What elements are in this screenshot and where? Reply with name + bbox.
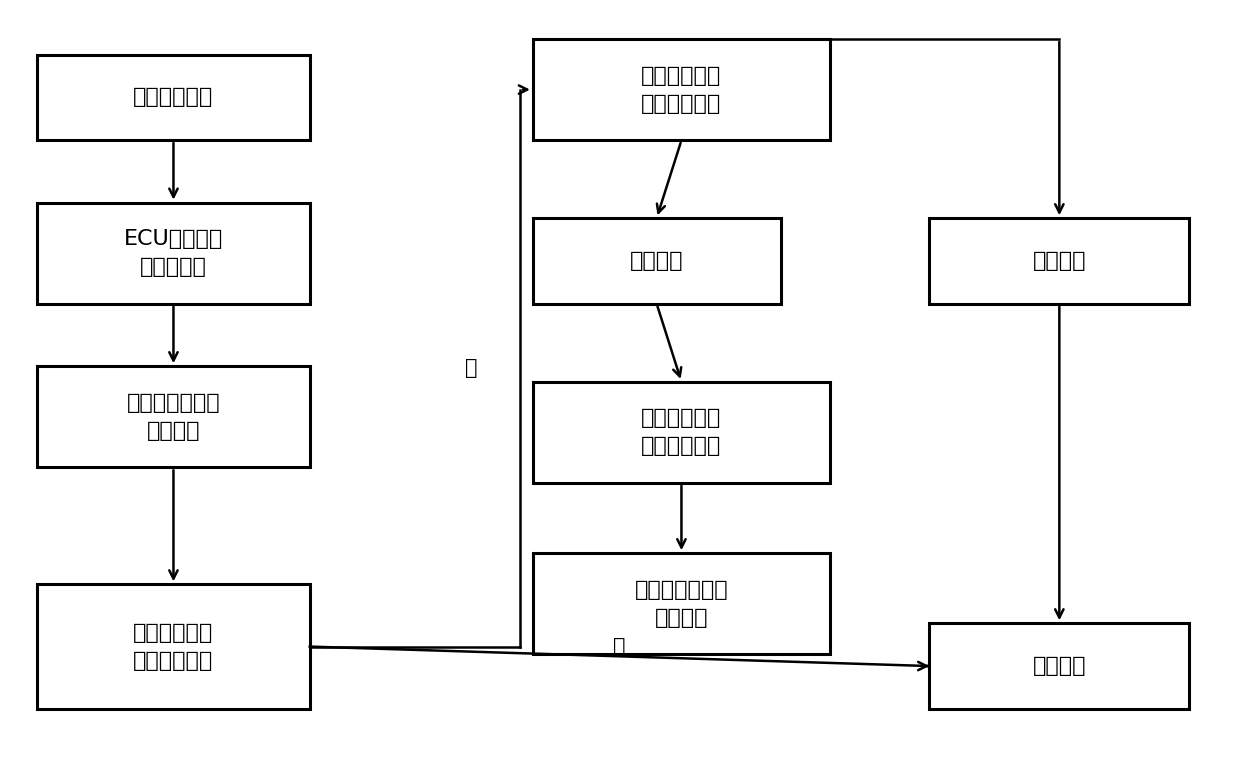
Text: 判断薄膜传感
器，有无阻力: 判断薄膜传感 器，有无阻力 bbox=[134, 622, 213, 671]
Bar bbox=[533, 218, 781, 304]
Text: 电机正向转动，
车窗上升: 电机正向转动， 车窗上升 bbox=[126, 393, 221, 441]
Text: 判断位置传感
器，车窗位置: 判断位置传感 器，车窗位置 bbox=[642, 65, 721, 114]
Bar bbox=[37, 55, 310, 140]
Bar bbox=[37, 584, 310, 709]
Text: 控制器控制反
向继电器闭合: 控制器控制反 向继电器闭合 bbox=[642, 408, 721, 456]
Text: 已到顶点: 已到顶点 bbox=[1032, 251, 1087, 271]
Text: 未到顶点: 未到顶点 bbox=[629, 251, 684, 271]
Bar bbox=[929, 623, 1189, 709]
Bar bbox=[533, 382, 830, 483]
Text: 电机反向转动，
车窗下降: 电机反向转动， 车窗下降 bbox=[634, 580, 729, 628]
Text: 否: 否 bbox=[613, 636, 626, 657]
Bar bbox=[533, 39, 830, 140]
Bar bbox=[37, 366, 310, 467]
Text: 按下一键升窗: 按下一键升窗 bbox=[134, 87, 213, 108]
Bar bbox=[533, 553, 830, 654]
Bar bbox=[37, 203, 310, 304]
Bar bbox=[929, 218, 1189, 304]
Text: 是: 是 bbox=[465, 358, 477, 378]
Text: ECU控制正向
继电器闭合: ECU控制正向 继电器闭合 bbox=[124, 229, 223, 277]
Text: 车窗关闭: 车窗关闭 bbox=[1032, 656, 1087, 676]
